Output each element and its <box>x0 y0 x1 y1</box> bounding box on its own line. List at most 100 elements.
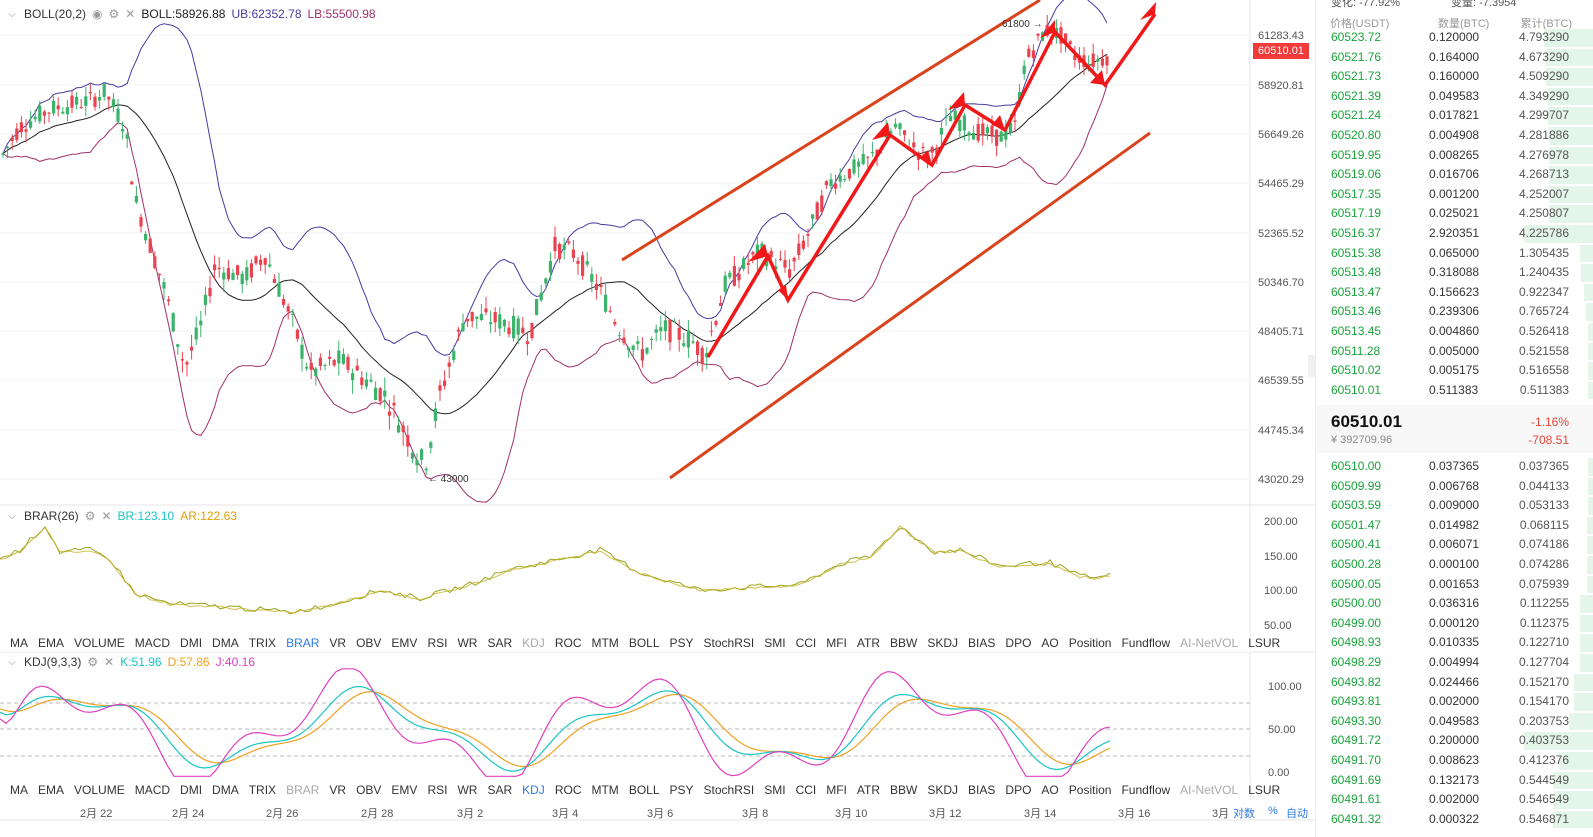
indicator-tab-trix[interactable]: TRIX <box>248 783 277 797</box>
ask-row[interactable]: 60521.73 0.160000 4.509290 <box>1316 67 1593 87</box>
indicator-tab-atr[interactable]: ATR <box>856 636 881 650</box>
axis-mode-2[interactable]: 自动 <box>1286 808 1308 820</box>
ask-row[interactable]: 60511.28 0.005000 0.521558 <box>1316 342 1593 362</box>
ask-row[interactable]: 60521.24 0.017821 4.299707 <box>1316 106 1593 126</box>
indicator-tab-mtm[interactable]: MTM <box>591 783 619 797</box>
indicator-tab-boll[interactable]: BOLL <box>628 783 660 797</box>
indicator-tab-wr[interactable]: WR <box>457 636 478 650</box>
indicator-tab-dpo[interactable]: DPO <box>1005 636 1032 650</box>
indicator-tab-ao[interactable]: AO <box>1041 783 1059 797</box>
bid-row[interactable]: 60501.47 0.014982 0.068115 <box>1316 516 1593 536</box>
indicator-tab-mfi[interactable]: MFI <box>826 783 847 797</box>
chart-area[interactable]: 61800 → ← 43000 61283.43 58920.81 56649.26 5… <box>0 0 1315 837</box>
indicator-tab-brar[interactable]: BRAR <box>286 636 320 650</box>
indicator-tab-ema[interactable]: EMA <box>38 636 65 650</box>
indicator-tab-ema[interactable]: EMA <box>38 783 65 797</box>
indicator-tab-stochrsi[interactable]: StochRSI <box>703 636 755 650</box>
indicator-tab-position[interactable]: Position <box>1068 783 1112 797</box>
settings-icon[interactable]: ⚙ <box>108 7 120 21</box>
chart-canvas[interactable]: 61800 → ← 43000 61283.43 58920.81 56649.26 5… <box>0 0 1315 837</box>
indicator-tab-obv[interactable]: OBV <box>356 636 382 650</box>
indicator-tab-skdj[interactable]: SKDJ <box>927 636 959 650</box>
eye-icon[interactable]: ◉ <box>92 7 103 21</box>
ask-row[interactable]: 60521.76 0.164000 4.673290 <box>1316 48 1593 68</box>
indicator-tab-bbw[interactable]: BBW <box>890 783 918 797</box>
bid-row[interactable]: 60493.81 0.002000 0.154170 <box>1316 692 1593 712</box>
close-icon[interactable]: ✕ <box>125 7 136 21</box>
indicator-tab-brar[interactable]: BRAR <box>286 783 320 797</box>
bid-row[interactable]: 60498.93 0.010335 0.122710 <box>1316 633 1593 653</box>
indicator-tab-stochrsi[interactable]: StochRSI <box>703 783 755 797</box>
bid-row[interactable]: 60491.69 0.132173 0.544549 <box>1316 771 1593 791</box>
collapse-chevron-icon[interactable]: ⌵ <box>8 510 16 522</box>
indicator-tab-kdj[interactable]: KDJ <box>522 783 545 797</box>
axis-mode-0[interactable]: 对数 <box>1233 808 1255 820</box>
indicator-tab-smi[interactable]: SMI <box>764 636 786 650</box>
panel-resize-handle[interactable] <box>1308 355 1315 377</box>
indicator-tab-sar[interactable]: SAR <box>487 783 513 797</box>
indicator-tab-cci[interactable]: CCI <box>795 636 817 650</box>
bid-row[interactable]: 60510.00 0.037365 0.037365 <box>1316 457 1593 477</box>
indicator-tab-position[interactable]: Position <box>1068 636 1112 650</box>
ask-row[interactable]: 60510.01 0.511383 0.511383 <box>1316 381 1593 401</box>
indicator-tab-trix[interactable]: TRIX <box>248 636 277 650</box>
indicator-tab-rsi[interactable]: RSI <box>427 636 448 650</box>
ask-row[interactable]: 60517.35 0.001200 4.252007 <box>1316 185 1593 205</box>
settings-icon[interactable]: ⚙ <box>84 509 96 523</box>
indicator-tab-bias[interactable]: BIAS <box>968 783 996 797</box>
close-icon[interactable]: ✕ <box>101 509 112 523</box>
ask-row[interactable]: 60515.38 0.065000 1.305435 <box>1316 244 1593 264</box>
indicator-tab-sar[interactable]: SAR <box>487 636 513 650</box>
ask-row[interactable]: 60510.02 0.005175 0.516558 <box>1316 361 1593 381</box>
indicator-tab-ma[interactable]: MA <box>10 636 28 650</box>
bid-row[interactable]: 60493.82 0.024466 0.152170 <box>1316 673 1593 693</box>
indicator-tab-roc[interactable]: ROC <box>554 636 582 650</box>
indicator-tab-lsur[interactable]: LSUR <box>1248 636 1281 650</box>
settings-icon[interactable]: ⚙ <box>87 655 99 669</box>
ask-row[interactable]: 60519.95 0.008265 4.276978 <box>1316 146 1593 166</box>
indicator-tab-vr[interactable]: VR <box>329 783 347 797</box>
indicator-tab-dma[interactable]: DMA <box>212 783 239 797</box>
ask-row[interactable]: 60516.37 2.920351 4.225786 <box>1316 224 1593 244</box>
bid-row[interactable]: 60491.72 0.200000 0.403753 <box>1316 731 1593 751</box>
indicator-tab-volume[interactable]: VOLUME <box>74 783 125 797</box>
bid-row[interactable]: 60500.41 0.006071 0.074186 <box>1316 535 1593 555</box>
indicator-tab-mtm[interactable]: MTM <box>591 636 619 650</box>
bid-row[interactable]: 60498.29 0.004994 0.127704 <box>1316 653 1593 673</box>
ask-row[interactable]: 60520.80 0.004908 4.281886 <box>1316 126 1593 146</box>
indicator-tab-cci[interactable]: CCI <box>795 783 817 797</box>
indicator-tab-bias[interactable]: BIAS <box>968 636 996 650</box>
ask-row[interactable]: 60517.19 0.025021 4.250807 <box>1316 204 1593 224</box>
bid-row[interactable]: 60499.00 0.000120 0.112375 <box>1316 614 1593 634</box>
indicator-tab-dma[interactable]: DMA <box>212 636 239 650</box>
indicator-tab-psy[interactable]: PSY <box>669 636 694 650</box>
bid-row[interactable]: 60491.61 0.002000 0.546549 <box>1316 790 1593 810</box>
indicator-tab-dmi[interactable]: DMI <box>180 636 203 650</box>
indicator-tab-dpo[interactable]: DPO <box>1005 783 1032 797</box>
bid-row[interactable]: 60503.59 0.009000 0.053133 <box>1316 496 1593 516</box>
ask-row[interactable]: 60521.39 0.049583 4.349290 <box>1316 87 1593 107</box>
ask-row[interactable]: 60513.47 0.156623 0.922347 <box>1316 283 1593 303</box>
indicator-tab-obv[interactable]: OBV <box>356 783 382 797</box>
bid-row[interactable]: 60491.70 0.008623 0.412376 <box>1316 751 1593 771</box>
bid-row[interactable]: 60500.28 0.000100 0.074286 <box>1316 555 1593 575</box>
close-icon[interactable]: ✕ <box>104 655 115 669</box>
bid-row[interactable]: 60491.32 0.000322 0.546871 <box>1316 810 1593 830</box>
ask-row[interactable]: 60513.48 0.318088 1.240435 <box>1316 263 1593 283</box>
indicator-tab-psy[interactable]: PSY <box>669 783 694 797</box>
indicator-tab-boll[interactable]: BOLL <box>628 636 660 650</box>
ask-row[interactable]: 60523.72 0.120000 4.793290 <box>1316 28 1593 48</box>
indicator-tab-fundflow[interactable]: Fundflow <box>1121 636 1171 650</box>
indicator-tab-roc[interactable]: ROC <box>554 783 582 797</box>
indicator-tab-mfi[interactable]: MFI <box>826 636 847 650</box>
indicator-tab-macd[interactable]: MACD <box>134 783 171 797</box>
indicator-tab-vr[interactable]: VR <box>329 636 347 650</box>
indicator-tab-emv[interactable]: EMV <box>391 636 418 650</box>
time-axis[interactable]: 2月 22 2月 24 2月 26 2月 28 3月 2 3月 4 3月 6 3月 8 3月 1… <box>0 802 1315 820</box>
indicator-tab-rsi[interactable]: RSI <box>427 783 448 797</box>
axis-mode-1[interactable]: % <box>1268 805 1278 817</box>
bid-row[interactable]: 60500.00 0.036316 0.112255 <box>1316 594 1593 614</box>
indicator-tab-emv[interactable]: EMV <box>391 783 418 797</box>
indicator-tab-ai-netvol[interactable]: AI-NetVOL <box>1180 636 1239 650</box>
indicator-tab-wr[interactable]: WR <box>457 783 478 797</box>
